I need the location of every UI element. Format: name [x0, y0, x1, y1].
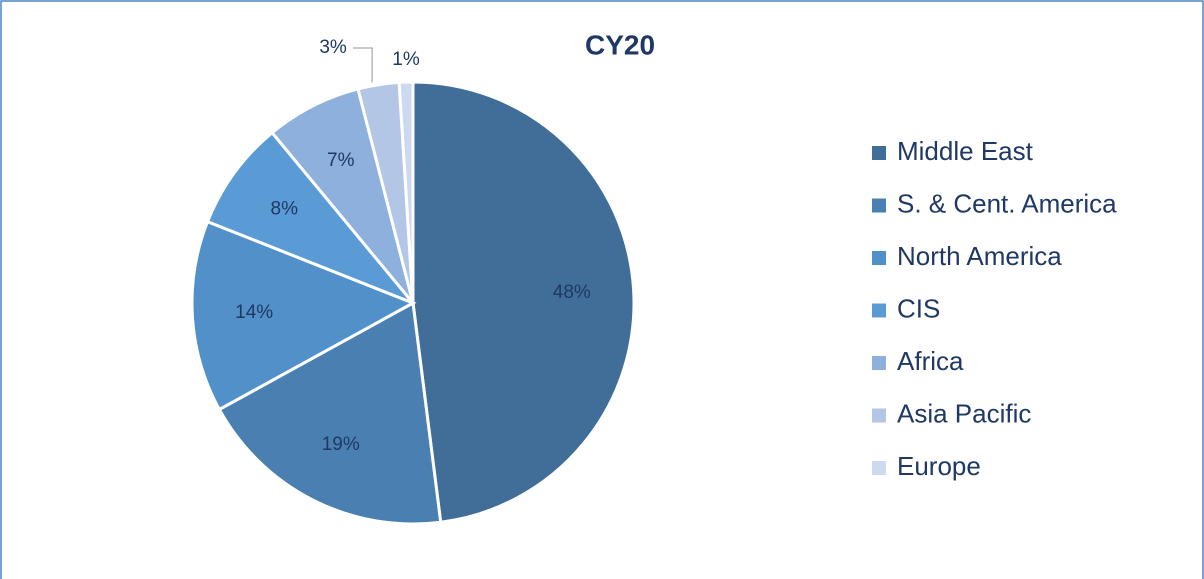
legend-label: Middle East [897, 136, 1034, 166]
legend-swatch [872, 461, 886, 475]
legend-swatch [872, 303, 886, 318]
pie-slice [190, 219, 417, 412]
legend-label: CIS [897, 293, 940, 323]
data-label: 48% [553, 282, 591, 303]
data-label: 7% [327, 150, 355, 171]
legend-swatch [872, 251, 886, 265]
data-label: 19% [322, 434, 360, 455]
pie-slice [411, 80, 636, 524]
pie-slice [217, 300, 443, 526]
data-label: 8% [271, 198, 299, 219]
leader-line [353, 47, 373, 83]
pie-slice [397, 80, 415, 304]
chart-title: CY20 [585, 29, 655, 60]
data-label: 3% [319, 37, 347, 58]
legend-swatch [872, 408, 886, 423]
legend-label: Africa [897, 346, 964, 376]
legend-swatch [872, 356, 886, 370]
legend-swatch [872, 146, 886, 160]
pie-slice [205, 130, 415, 305]
legend-label: North America [897, 241, 1062, 271]
data-label: 1% [392, 49, 420, 70]
legend-label: Europe [897, 451, 981, 481]
data-label: 14% [235, 302, 273, 323]
legend-swatch [872, 198, 886, 213]
legend-label: Asia Pacific [897, 398, 1031, 428]
legend-label: S. & Cent. America [897, 188, 1117, 218]
